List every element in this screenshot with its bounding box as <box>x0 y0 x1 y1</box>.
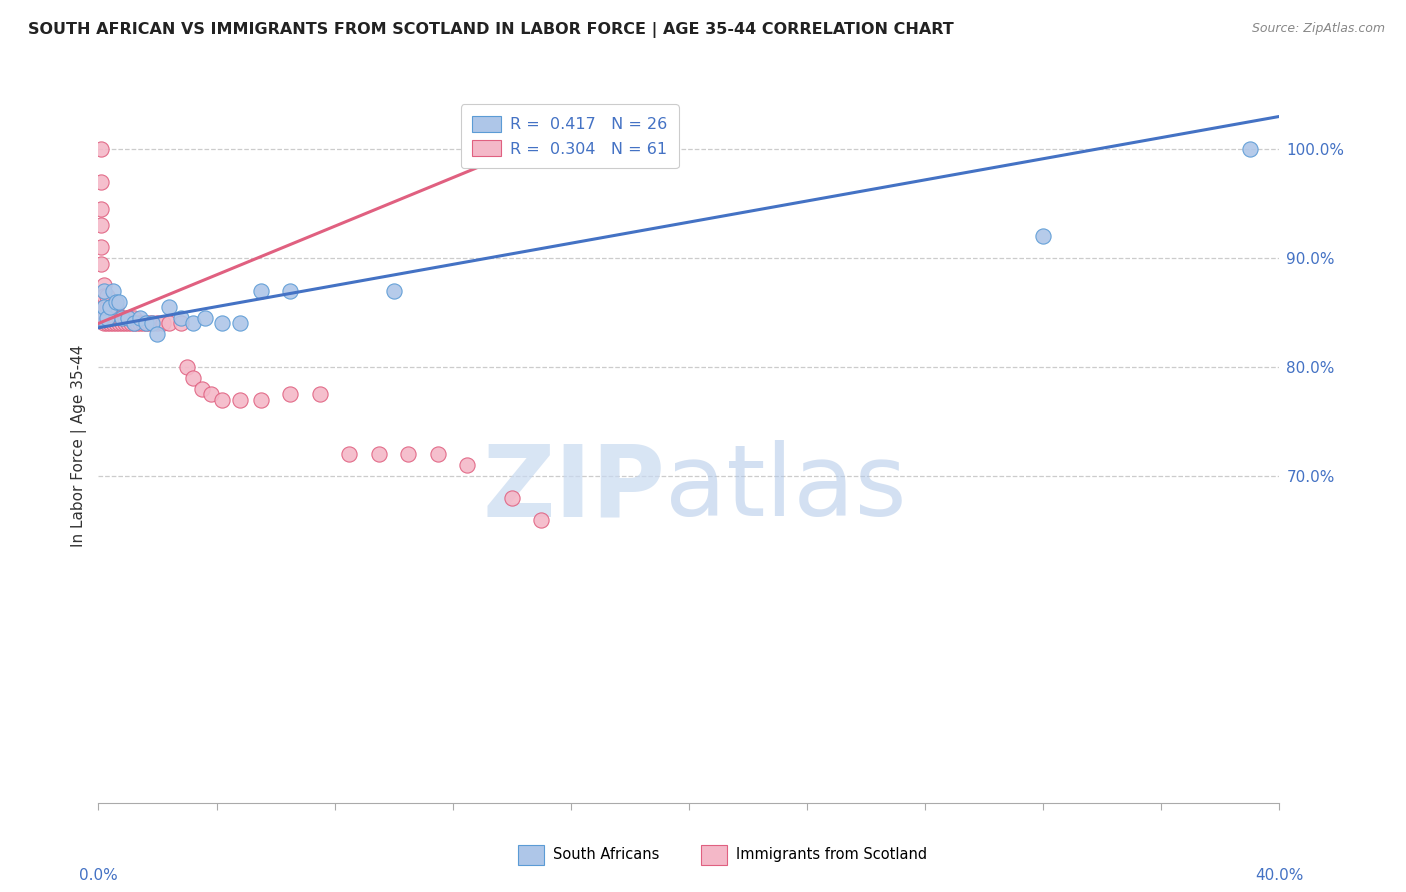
Y-axis label: In Labor Force | Age 35-44: In Labor Force | Age 35-44 <box>72 345 87 547</box>
Point <box>396 447 419 461</box>
Point <box>105 294 128 309</box>
Point <box>132 317 155 331</box>
Point <box>501 491 523 505</box>
Point <box>90 219 112 233</box>
Point <box>105 300 128 314</box>
Text: Immigrants from Scotland: Immigrants from Scotland <box>737 847 928 863</box>
Point <box>108 317 131 331</box>
Point <box>117 310 139 325</box>
Point <box>93 278 115 293</box>
Point <box>146 327 169 342</box>
Text: atlas: atlas <box>665 441 907 537</box>
Point <box>170 310 193 325</box>
Point <box>368 447 391 461</box>
Point <box>108 310 131 325</box>
Point <box>90 202 112 216</box>
Point <box>98 300 121 314</box>
Point <box>309 387 332 401</box>
Point <box>250 392 273 407</box>
Point <box>1239 142 1261 156</box>
Point <box>93 289 115 303</box>
Point <box>90 256 112 270</box>
Point <box>93 284 115 298</box>
Text: 0.0%: 0.0% <box>79 868 118 883</box>
Point <box>250 284 273 298</box>
Point <box>530 512 553 526</box>
Point <box>229 317 252 331</box>
Point <box>93 310 115 325</box>
Point <box>125 317 148 331</box>
Point <box>111 317 134 331</box>
Point <box>103 300 125 314</box>
Point <box>117 310 139 325</box>
Point <box>122 317 145 331</box>
Point <box>278 284 302 298</box>
Point <box>211 392 233 407</box>
Point <box>135 317 157 331</box>
Point <box>181 371 204 385</box>
Point <box>278 387 302 401</box>
Point <box>191 382 214 396</box>
Point <box>120 317 142 331</box>
FancyBboxPatch shape <box>517 845 544 865</box>
Point <box>105 317 128 331</box>
Point <box>108 294 131 309</box>
Point <box>90 175 112 189</box>
Point <box>339 447 360 461</box>
Point <box>96 310 118 325</box>
Point <box>135 317 157 331</box>
Point <box>211 317 233 331</box>
Point <box>181 317 204 331</box>
Point <box>128 317 150 331</box>
Point <box>146 317 169 331</box>
Point <box>98 310 121 325</box>
Point <box>152 317 174 331</box>
Point <box>103 317 125 331</box>
Point <box>98 300 121 314</box>
Text: ZIP: ZIP <box>482 441 665 537</box>
Point <box>122 310 145 325</box>
Point <box>456 458 478 472</box>
Point <box>90 240 112 254</box>
Point <box>96 310 118 325</box>
Legend: R =  0.417   N = 26, R =  0.304   N = 61: R = 0.417 N = 26, R = 0.304 N = 61 <box>461 104 679 168</box>
Point <box>229 392 252 407</box>
Point <box>103 284 125 298</box>
Point <box>96 289 118 303</box>
Point <box>98 317 121 331</box>
Point <box>1032 229 1054 244</box>
Point <box>200 387 222 401</box>
Point <box>141 317 163 331</box>
Point <box>103 310 125 325</box>
Point <box>96 317 118 331</box>
Point <box>427 447 450 461</box>
Point <box>157 300 180 314</box>
Point <box>170 317 193 331</box>
Point <box>105 310 128 325</box>
Point <box>93 317 115 331</box>
Point <box>176 359 198 374</box>
Point <box>93 300 115 314</box>
Point <box>138 317 160 331</box>
Point <box>114 310 136 325</box>
Point <box>93 300 115 314</box>
Point <box>194 310 217 325</box>
Point <box>111 310 134 325</box>
Point <box>90 142 112 156</box>
Point <box>90 310 112 325</box>
Point <box>128 310 150 325</box>
Point <box>96 300 118 314</box>
FancyBboxPatch shape <box>700 845 727 865</box>
Text: Source: ZipAtlas.com: Source: ZipAtlas.com <box>1251 22 1385 36</box>
Point <box>122 317 145 331</box>
Point <box>382 284 405 298</box>
Point <box>117 317 139 331</box>
Point <box>157 317 180 331</box>
Point <box>114 317 136 331</box>
Text: South Africans: South Africans <box>553 847 659 863</box>
Text: SOUTH AFRICAN VS IMMIGRANTS FROM SCOTLAND IN LABOR FORCE | AGE 35-44 CORRELATION: SOUTH AFRICAN VS IMMIGRANTS FROM SCOTLAN… <box>28 22 953 38</box>
Point <box>141 317 163 331</box>
Text: 40.0%: 40.0% <box>1256 868 1303 883</box>
Point <box>111 310 134 325</box>
